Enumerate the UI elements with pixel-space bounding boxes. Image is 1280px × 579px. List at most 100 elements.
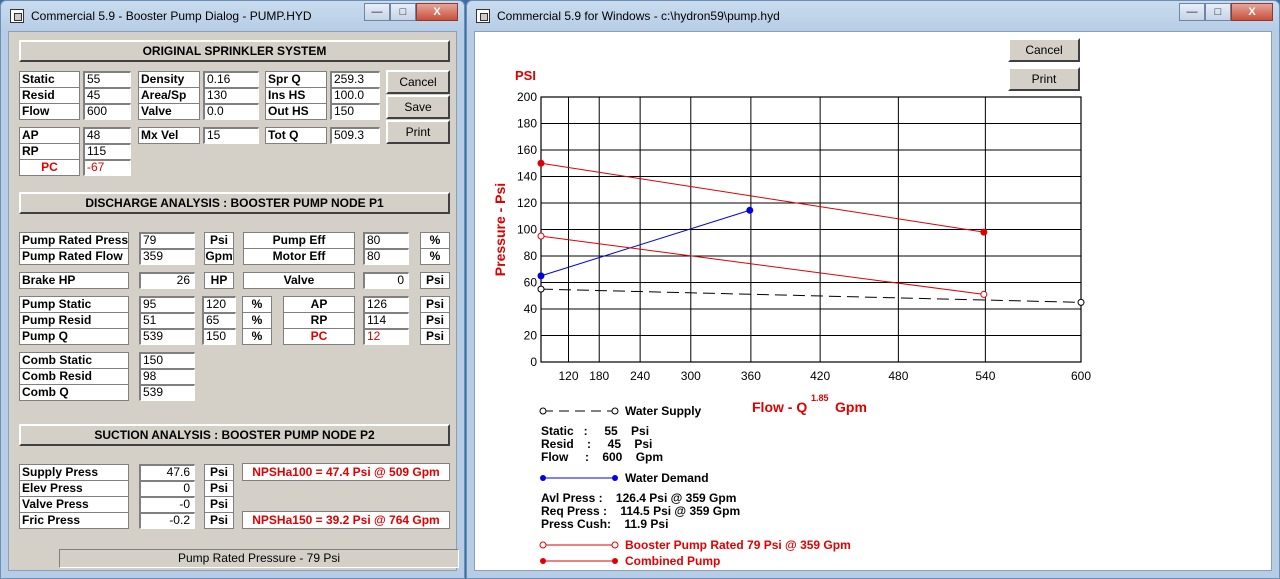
supply-press-field[interactable]: 47.6 <box>139 464 195 481</box>
discharge-analysis-header[interactable]: DISCHARGE ANALYSIS : BOOSTER PUMP NODE P… <box>19 192 450 214</box>
save-button[interactable]: Save <box>386 95 450 119</box>
comb-static-label: Comb Static <box>19 352 129 369</box>
pump-eff-field[interactable]: 80 <box>363 232 409 249</box>
comb-static-field[interactable]: 150 <box>139 352 195 369</box>
out-hs-field[interactable]: 150 <box>330 103 380 120</box>
suction-analysis-header[interactable]: SUCTION ANALYSIS : BOOSTER PUMP NODE P2 <box>19 424 450 446</box>
legend-supply-flow: Flow : 600 Gpm <box>541 450 664 464</box>
brake-hp-field[interactable]: 26 <box>139 272 195 289</box>
spr-q-field[interactable]: 259.3 <box>330 71 380 88</box>
area-field[interactable]: 130 <box>203 87 259 104</box>
pump-rated-flow-label: Pump Rated Flow <box>19 248 129 265</box>
pc-field[interactable]: -67 <box>83 159 131 176</box>
y-tick-label: 40 <box>524 302 538 316</box>
graph-cancel-button[interactable]: Cancel <box>1008 38 1080 62</box>
rp-discharge-field[interactable]: 114 <box>363 312 409 329</box>
series-point-3 <box>537 159 545 167</box>
graph-window: Commercial 5.9 for Windows - c:\hydron59… <box>466 0 1280 579</box>
comb-resid-label: Comb Resid <box>19 368 129 385</box>
pump-static-field[interactable]: 95 <box>139 296 195 313</box>
pump-rated-press-field[interactable]: 79 <box>139 232 195 249</box>
pump-resid-pct-unit: % <box>242 312 272 329</box>
ap-discharge-label: AP <box>283 296 355 313</box>
x-tick-label: 360 <box>741 369 761 383</box>
elev-press-label: Elev Press <box>19 480 129 497</box>
legend-booster: Booster Pump Rated 79 Psi @ 359 Gpm <box>625 538 851 552</box>
comb-resid-field[interactable]: 98 <box>139 368 195 385</box>
flow-label: Flow <box>19 103 80 120</box>
pump-q-field[interactable]: 539 <box>139 328 195 345</box>
close-button[interactable]: X <box>1231 3 1273 21</box>
x-axis-exponent: 1.85 <box>811 393 829 403</box>
fric-press-label: Fric Press <box>19 512 129 529</box>
valve-press-field[interactable]: -0 <box>139 496 195 513</box>
legend-water-supply: Water Supply <box>625 404 702 418</box>
tot-q-field[interactable]: 509.3 <box>330 127 380 144</box>
pump-rated-press-label: Pump Rated Press <box>19 232 129 249</box>
pump-q-pct-field[interactable]: 150 <box>202 328 236 345</box>
motor-eff-field[interactable]: 80 <box>363 248 409 265</box>
y-tick-label: 60 <box>524 276 538 290</box>
density-field[interactable]: 0.16 <box>203 71 259 88</box>
ap-field[interactable]: 48 <box>83 127 131 144</box>
flow-field[interactable]: 600 <box>83 103 131 120</box>
print-button[interactable]: Print <box>386 120 450 144</box>
fric-press-unit: Psi <box>204 512 234 529</box>
close-button[interactable]: X <box>416 3 458 21</box>
legend-press-cush: Press Cush: 11.9 Psi <box>541 517 669 531</box>
rp-discharge-unit: Psi <box>420 312 450 329</box>
dialog-title: Commercial 5.9 - Booster Pump Dialog - P… <box>31 9 312 23</box>
chart-grid <box>540 96 1082 363</box>
resid-field[interactable]: 45 <box>83 87 131 104</box>
legend-booster-line <box>539 541 619 549</box>
x-tick-label: 240 <box>630 369 650 383</box>
brake-hp-unit: HP <box>204 272 234 289</box>
maximize-button[interactable]: □ <box>390 3 416 21</box>
pump-rated-flow-field[interactable]: 359 <box>139 248 195 265</box>
ap-discharge-field[interactable]: 126 <box>363 296 409 313</box>
elev-press-field[interactable]: 0 <box>139 480 195 497</box>
pump-resid-field[interactable]: 51 <box>139 312 195 329</box>
pump-static-pct-field[interactable]: 120 <box>202 296 236 313</box>
fric-press-field[interactable]: -0.2 <box>139 512 195 529</box>
status-bar: Pump Rated Pressure - 79 Psi <box>59 549 459 568</box>
minimize-button[interactable]: — <box>1179 3 1205 21</box>
rated-press-unit: Psi <box>204 232 234 249</box>
pump-eff-label: Pump Eff <box>243 232 355 249</box>
legend-avl-press: Avl Press : 126.4 Psi @ 359 Gpm <box>541 491 737 505</box>
brake-hp-label: Brake HP <box>19 272 129 289</box>
legend-water-demand-line <box>540 475 618 481</box>
pc-discharge-unit: Psi <box>420 328 450 345</box>
pc-label: PC <box>19 159 80 176</box>
minimize-button[interactable]: — <box>364 3 390 21</box>
motor-eff-unit: % <box>420 248 450 265</box>
valve-field[interactable]: 0.0 <box>203 103 259 120</box>
original-system-header[interactable]: ORIGINAL SPRINKLER SYSTEM <box>19 40 450 62</box>
graph-print-button[interactable]: Print <box>1008 67 1080 91</box>
maximize-button[interactable]: □ <box>1205 3 1231 21</box>
ins-hs-field[interactable]: 100.0 <box>330 87 380 104</box>
y-axis-label: Pressure - Psi <box>492 183 508 276</box>
y-tick-label: 180 <box>517 117 537 131</box>
x-tick-label: 540 <box>975 369 995 383</box>
legend-water-supply-line <box>539 407 619 415</box>
ap-discharge-unit: Psi <box>420 296 450 313</box>
static-field[interactable]: 55 <box>83 71 131 88</box>
series-point-1 <box>746 206 754 214</box>
elev-press-unit: Psi <box>204 480 234 497</box>
dialog-titlebar[interactable]: Commercial 5.9 - Booster Pump Dialog - P… <box>1 1 464 31</box>
y-tick-label: 120 <box>517 196 537 210</box>
legend-combined-line <box>540 558 618 564</box>
comb-q-label: Comb Q <box>19 384 129 401</box>
valve-discharge-field[interactable]: 0 <box>363 272 409 289</box>
graph-titlebar[interactable]: Commercial 5.9 for Windows - c:\hydron59… <box>467 1 1279 31</box>
mx-vel-label: Mx Vel <box>138 127 200 144</box>
rp-field[interactable]: 115 <box>83 143 131 160</box>
series-point-2 <box>980 290 988 298</box>
mx-vel-field[interactable]: 15 <box>203 127 259 144</box>
series-line-2 <box>540 235 984 295</box>
comb-q-field[interactable]: 539 <box>139 384 195 401</box>
cancel-button[interactable]: Cancel <box>386 70 450 94</box>
pump-resid-pct-field[interactable]: 65 <box>202 312 236 329</box>
pc-discharge-field[interactable]: 12 <box>363 328 409 345</box>
